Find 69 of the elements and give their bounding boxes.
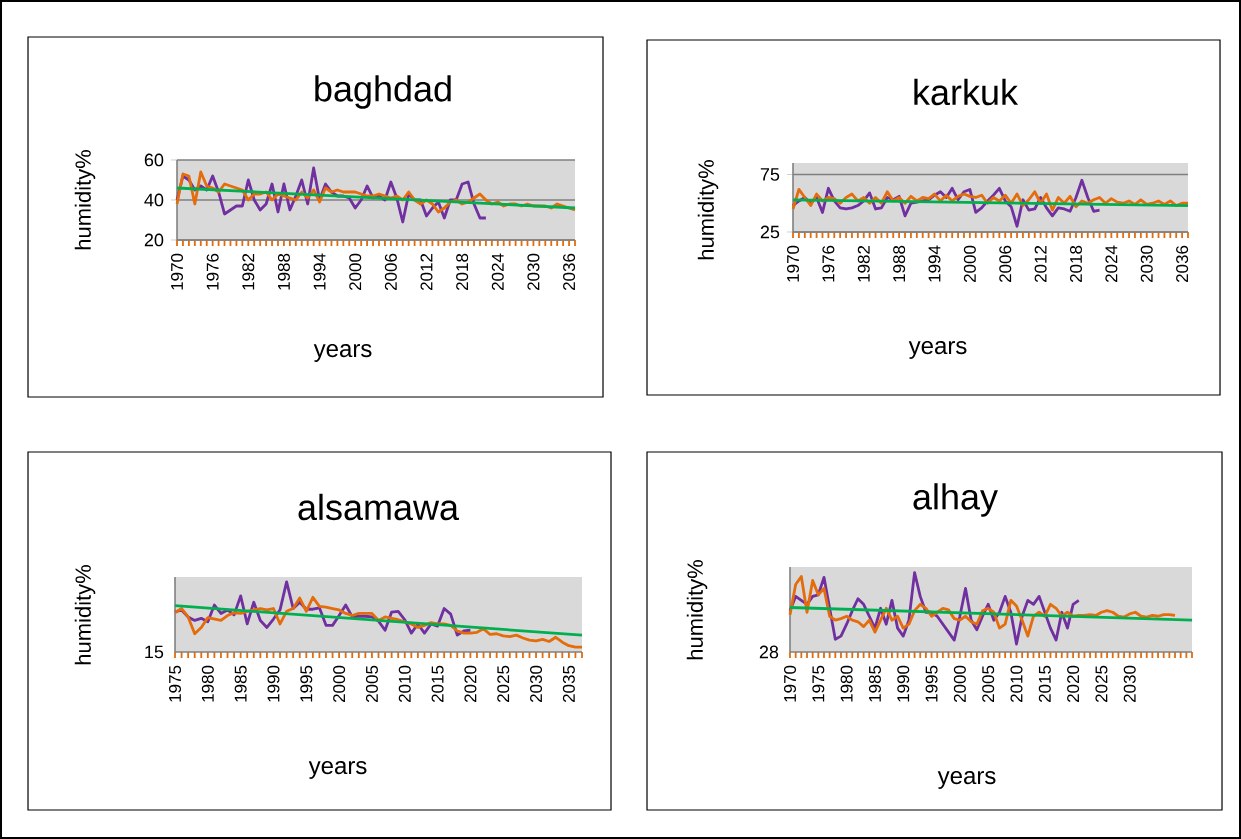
x-tick-label: 1970 bbox=[787, 245, 800, 282]
x-axis-title: years bbox=[908, 341, 967, 359]
x-tick-label: 2000 bbox=[349, 253, 362, 291]
x-tick-label: 1980 bbox=[201, 665, 214, 702]
x-axis-title: years bbox=[313, 344, 372, 362]
x-tick-label: 2030 bbox=[530, 665, 543, 703]
x-tick-label: 1990 bbox=[897, 665, 910, 702]
x-axis-title: years bbox=[937, 771, 996, 789]
x-tick-label: 2000 bbox=[963, 245, 976, 283]
x-tick-label: 2000 bbox=[333, 665, 346, 703]
x-tick-label: 1975 bbox=[169, 665, 182, 702]
x-tick-label: 2036 bbox=[563, 253, 576, 291]
x-tick-label: 2005 bbox=[365, 665, 378, 703]
y-tick-label: 25 bbox=[760, 225, 780, 239]
y-axis-title: humidity% bbox=[697, 160, 719, 260]
chart-title: alsamawa bbox=[298, 493, 460, 521]
x-tick-label: 2018 bbox=[1069, 245, 1082, 283]
x-tick-label: 1975 bbox=[812, 665, 825, 702]
x-tick-label: 2010 bbox=[1010, 665, 1023, 703]
x-tick-label: 2030 bbox=[527, 253, 540, 291]
y-tick-label: 60 bbox=[144, 153, 164, 167]
x-tick-label: 1994 bbox=[313, 253, 326, 290]
x-tick-label: 1982 bbox=[242, 253, 255, 290]
x-tick-label: 2005 bbox=[982, 665, 995, 703]
chart-title: baghdad bbox=[315, 75, 451, 109]
x-tick-label: 2024 bbox=[491, 253, 504, 291]
x-tick-label: 1982 bbox=[857, 245, 870, 282]
x-tick-label: 2018 bbox=[456, 253, 469, 291]
y-tick-label: 75 bbox=[760, 168, 780, 181]
x-tick-label: 1994 bbox=[928, 245, 941, 282]
x-tick-label: 2024 bbox=[1105, 245, 1118, 283]
x-tick-label: 1976 bbox=[206, 253, 219, 290]
x-tick-label: 2025 bbox=[1095, 665, 1108, 703]
x-tick-label: 1985 bbox=[868, 665, 881, 702]
x-tick-label: 2000 bbox=[953, 665, 966, 703]
x-tick-label: 1990 bbox=[267, 665, 280, 702]
x-tick-label: 2025 bbox=[497, 665, 510, 703]
x-tick-label: 1985 bbox=[234, 665, 247, 702]
x-tick-label: 1995 bbox=[300, 665, 313, 702]
x-tick-label: 2015 bbox=[431, 665, 444, 703]
y-axis-title: humidity% bbox=[74, 565, 96, 665]
x-tick-label: 2020 bbox=[1067, 665, 1080, 703]
x-tick-label: 1995 bbox=[925, 665, 938, 702]
x-tick-label: 2035 bbox=[562, 665, 575, 703]
x-tick-label: 2036 bbox=[1176, 245, 1189, 283]
x-tick-label: 2012 bbox=[420, 253, 433, 291]
x-axis-title: years bbox=[308, 761, 367, 779]
y-axis-title: humidity% bbox=[74, 150, 96, 250]
x-tick-label: 1976 bbox=[822, 245, 835, 282]
x-tick-label: 1970 bbox=[171, 253, 184, 290]
y-tick-label: 40 bbox=[144, 193, 164, 207]
x-tick-label: 1980 bbox=[840, 665, 853, 702]
x-tick-label: 2020 bbox=[464, 665, 477, 703]
text: 15 bbox=[145, 645, 164, 659]
x-tick-label: 1988 bbox=[893, 245, 906, 282]
x-tick-label: 2030 bbox=[1140, 245, 1153, 283]
chart-title: karkuk bbox=[914, 78, 1019, 106]
x-tick-label: 2012 bbox=[1034, 245, 1047, 283]
x-tick-label: 2015 bbox=[1038, 665, 1051, 703]
y-tick-label: 20 bbox=[144, 233, 164, 247]
text: 28 bbox=[759, 645, 779, 659]
x-tick-label: 1970 bbox=[784, 665, 797, 702]
x-tick-label: 1988 bbox=[277, 253, 290, 290]
x-tick-label: 2006 bbox=[999, 245, 1012, 283]
y-axis-title: humidity% bbox=[686, 560, 708, 660]
x-tick-label: 2010 bbox=[398, 665, 411, 703]
chart-title: alhay bbox=[913, 483, 998, 517]
x-tick-label: 2030 bbox=[1123, 665, 1136, 703]
x-tick-label: 2006 bbox=[384, 253, 397, 291]
